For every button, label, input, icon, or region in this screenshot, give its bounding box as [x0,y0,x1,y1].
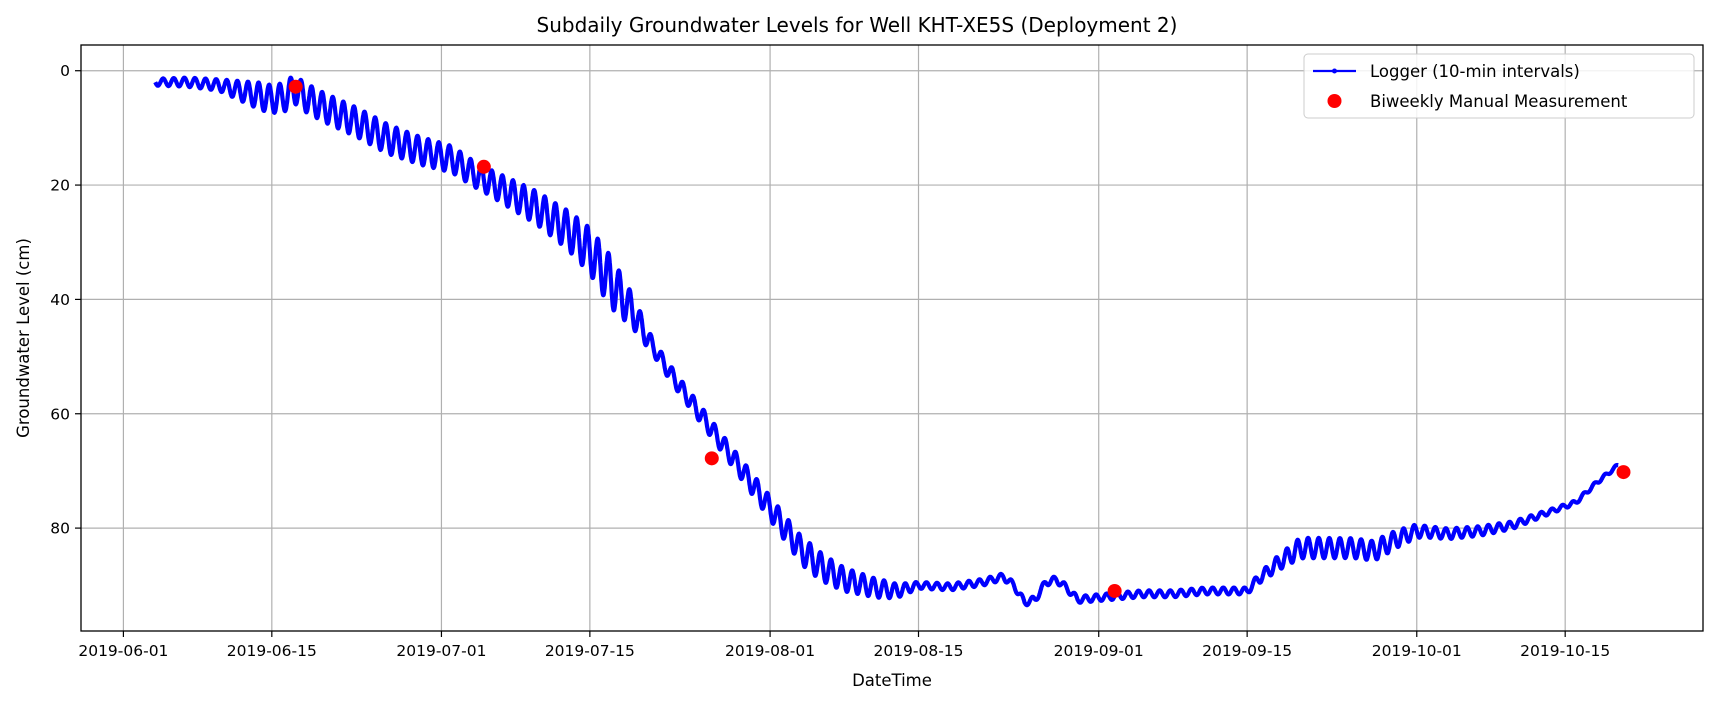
y-axis-label: Groundwater Level (cm) [14,238,33,438]
y-axis: 0 20 40 60 80 [50,62,81,538]
x-axis: 2019-06-01 2019-06-15 2019-07-01 2019-07-15… [78,631,1610,660]
x-tick-label: 2019-08-01 [725,642,815,660]
plot-frame [80,44,1704,632]
manual-measurement-point [288,79,303,94]
chart-title: Subdaily Groundwater Levels for Well KHT… [537,13,1178,37]
x-axis-label: DateTime [852,671,932,690]
grid [81,45,1703,631]
x-tick-label: 2019-06-15 [227,642,317,660]
manual-measurement-point [1107,583,1122,598]
x-tick-label: 2019-07-15 [545,642,635,660]
logger-line [153,75,1621,608]
manual-measurement-point [704,451,719,466]
y-tick-label: 40 [50,291,70,309]
legend-frame [1303,53,1695,119]
y-tick-label: 80 [50,520,70,538]
legend-logger-label: Logger (10-min intervals) [1370,62,1580,81]
x-tick-label: 2019-08-15 [873,642,963,660]
y-tick-label: 60 [50,405,70,423]
x-tick-label: 2019-06-01 [78,642,168,660]
logger-series [153,75,1621,608]
x-tick-label: 2019-09-01 [1054,642,1144,660]
x-tick-label: 2019-09-15 [1202,642,1292,660]
manual-series [288,79,1631,598]
manual-measurement-point [1616,465,1631,480]
x-tick-label: 2019-10-15 [1520,642,1610,660]
legend-logger-marker [1332,68,1337,74]
manual-measurement-point [476,159,491,174]
y-tick-label: 20 [50,177,70,195]
y-tick-label: 0 [60,62,70,80]
legend: Logger (10-min intervals) Biweekly Manua… [1303,53,1695,119]
legend-manual-label: Biweekly Manual Measurement [1370,92,1628,111]
legend-manual-marker [1327,94,1342,108]
x-tick-label: 2019-10-01 [1372,642,1462,660]
x-tick-label: 2019-07-01 [396,642,486,660]
